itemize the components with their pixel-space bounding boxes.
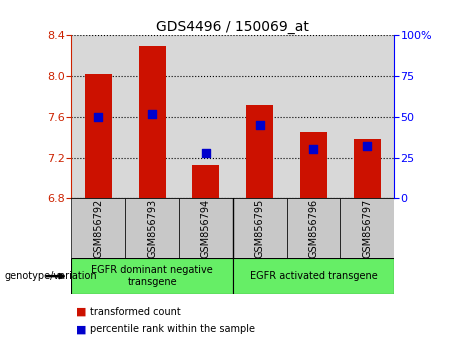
Text: GSM856795: GSM856795 [254, 199, 265, 258]
Bar [125, 198, 179, 258]
Text: GSM856794: GSM856794 [201, 199, 211, 258]
Text: percentile rank within the sample: percentile rank within the sample [90, 324, 255, 334]
Text: ■: ■ [76, 324, 87, 334]
Bar [233, 258, 394, 294]
Text: ■: ■ [76, 307, 87, 316]
Bar [233, 198, 287, 258]
Point [310, 147, 317, 152]
Bar [179, 198, 233, 258]
Bar [139, 46, 165, 198]
Bar [287, 198, 340, 258]
Point [202, 150, 210, 155]
Point [364, 143, 371, 149]
Text: EGFR activated transgene: EGFR activated transgene [249, 271, 378, 281]
Bar [71, 198, 125, 258]
Bar [193, 165, 219, 198]
Point [256, 122, 263, 128]
Bar [340, 198, 394, 258]
Point [148, 111, 156, 116]
Text: transformed count: transformed count [90, 307, 181, 316]
Text: EGFR dominant negative
transgene: EGFR dominant negative transgene [91, 265, 213, 287]
Bar [85, 74, 112, 198]
Bar [71, 258, 233, 294]
Bar [354, 139, 381, 198]
Bar [300, 132, 327, 198]
Text: GSM856793: GSM856793 [147, 199, 157, 258]
Text: genotype/variation: genotype/variation [5, 271, 97, 281]
Text: GSM856796: GSM856796 [308, 199, 319, 258]
Title: GDS4496 / 150069_at: GDS4496 / 150069_at [156, 21, 309, 34]
Bar [246, 105, 273, 198]
Text: GSM856797: GSM856797 [362, 199, 372, 258]
Point [95, 114, 102, 120]
Text: GSM856792: GSM856792 [93, 199, 103, 258]
